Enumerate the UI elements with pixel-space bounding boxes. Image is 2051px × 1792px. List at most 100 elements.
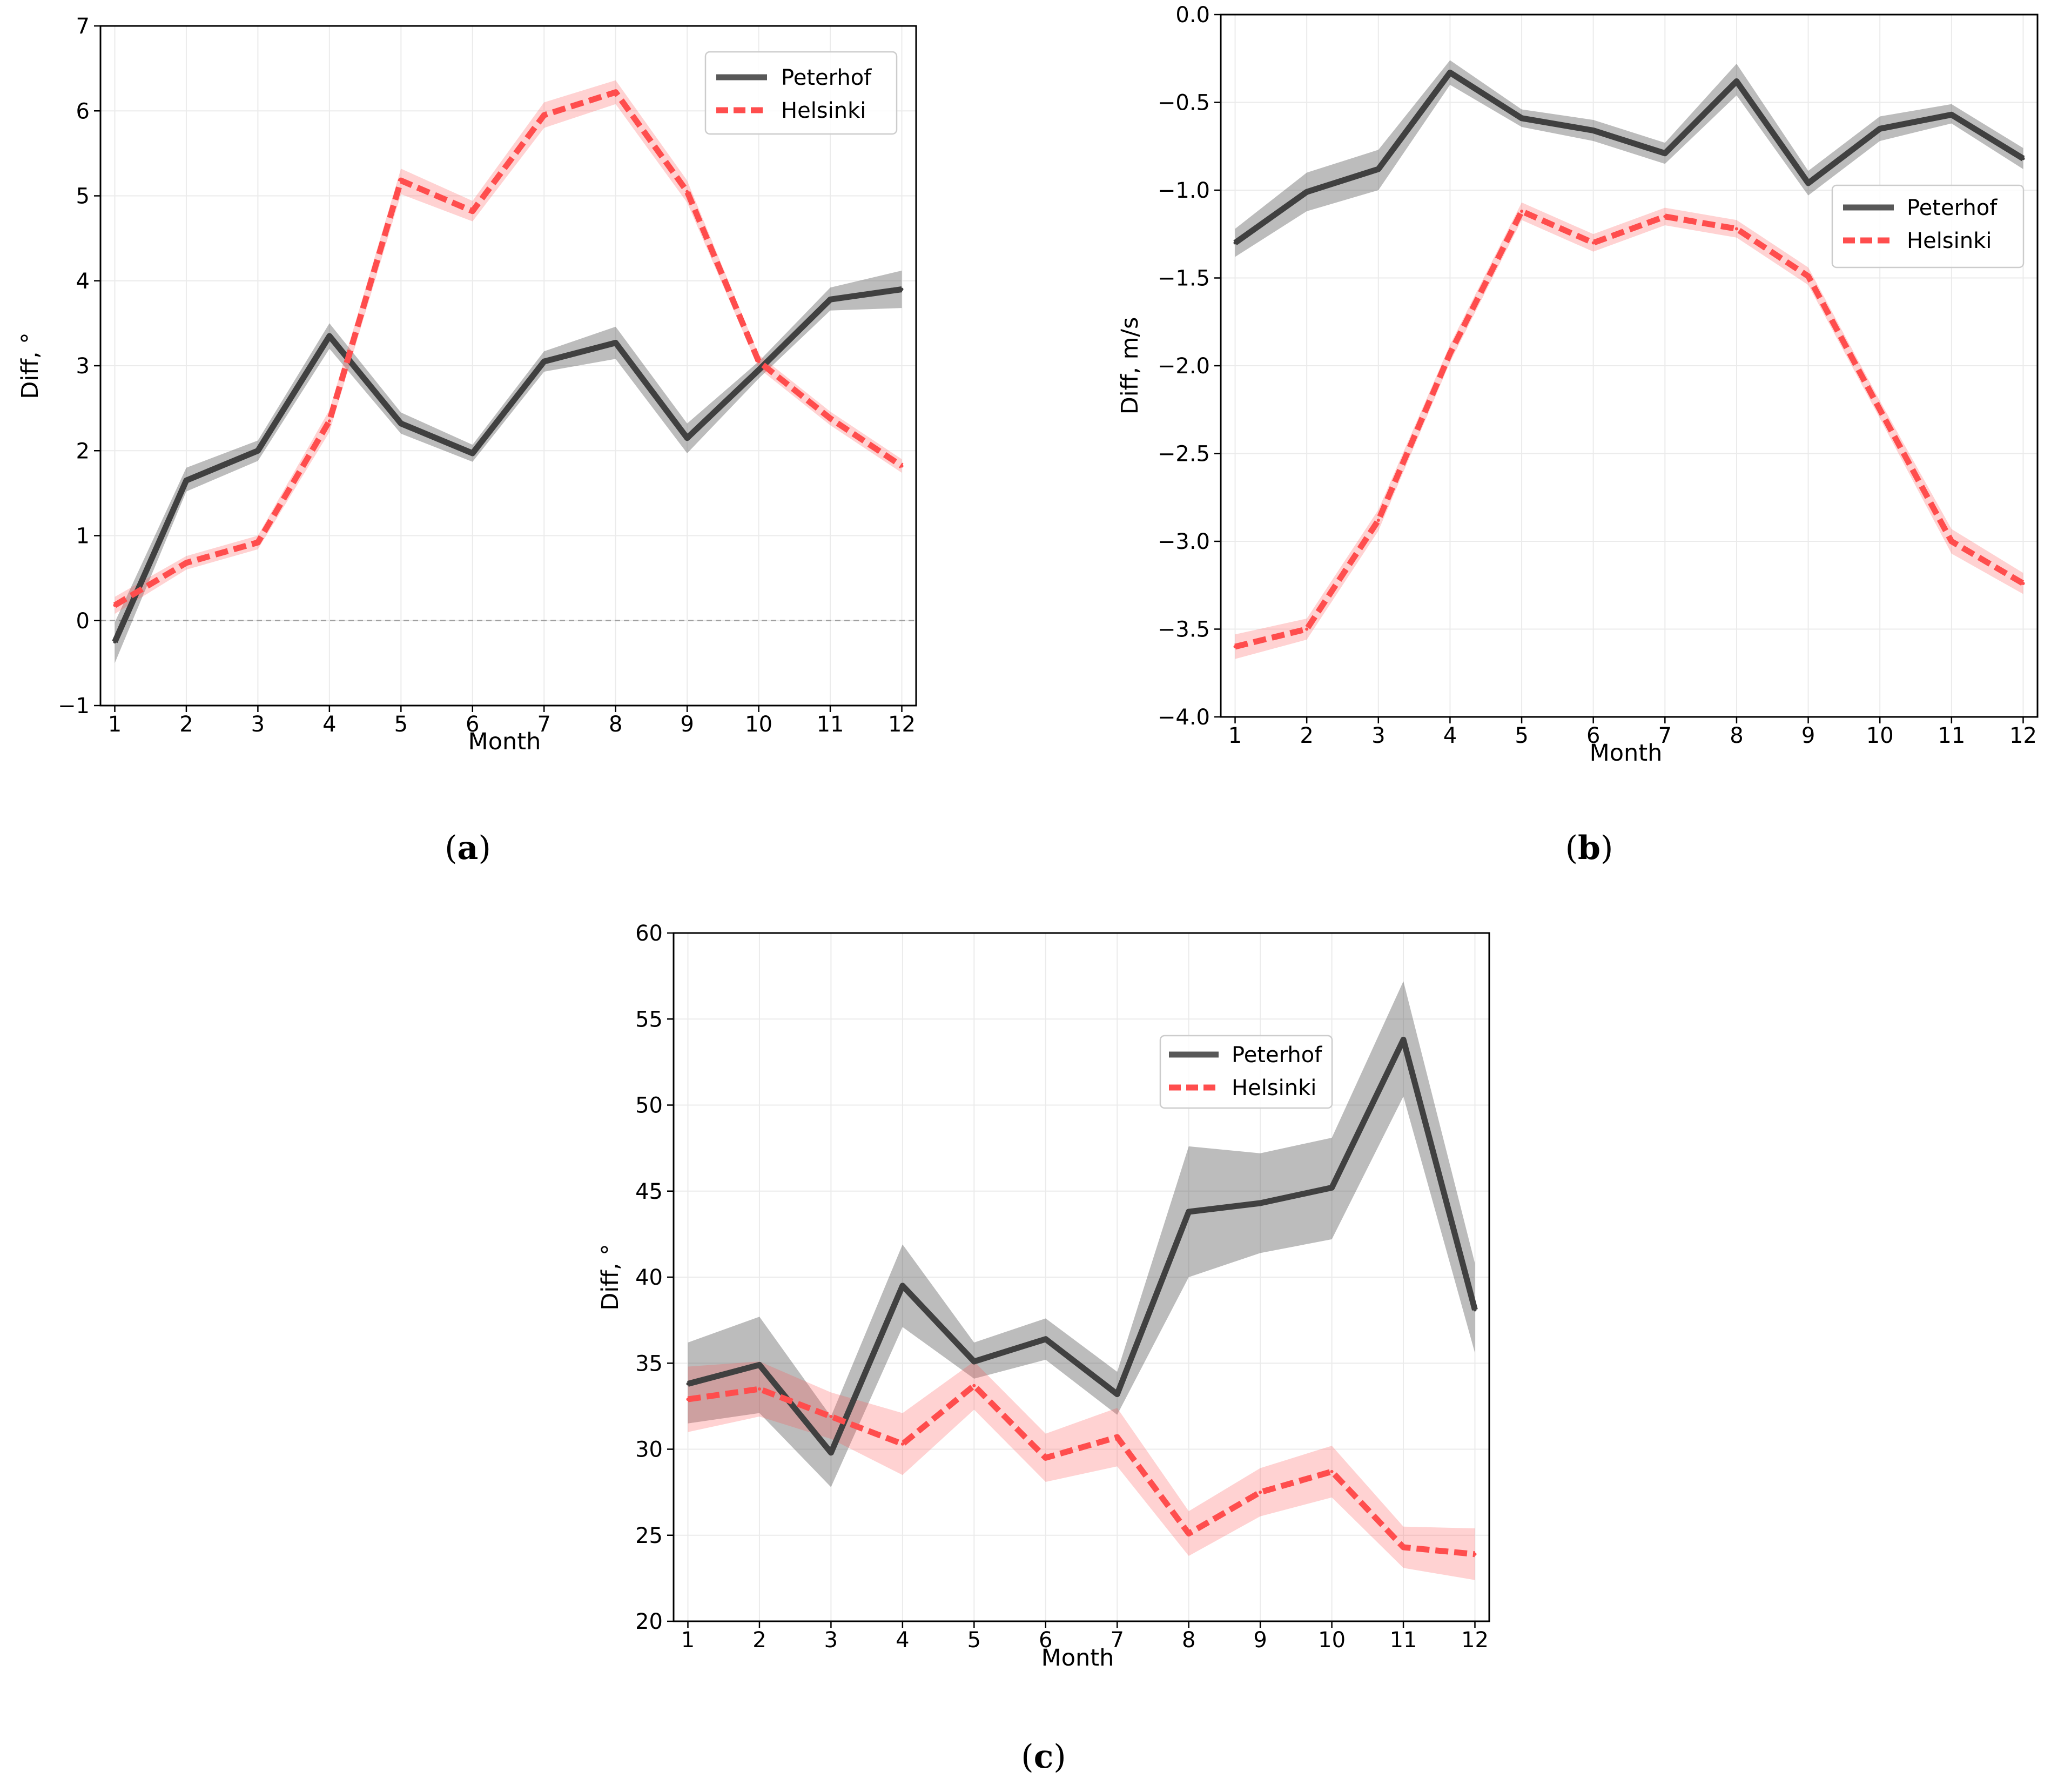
y-tick-label-c: 30 [635,1438,663,1462]
panel-caption-letter-c: c [1034,1738,1054,1776]
y-axis-label-b: Diff, m/s [1117,317,1144,415]
x-tick-label-a: 8 [609,712,622,737]
data-point-peterhof-b [1376,167,1380,171]
data-point-helsinki-b [1233,645,1237,648]
x-tick-label-a: 9 [680,712,694,737]
data-point-peterhof-a [256,449,260,453]
lines-c [686,1037,1478,1558]
data-point-peterhof-b [1949,113,1953,117]
x-tick-label-c: 1 [681,1628,695,1653]
confidence-band-peterhof-b [1235,60,2023,257]
data-point-peterhof-b [1233,241,1237,245]
panel-caption-c: (c) [1021,1738,1066,1776]
data-point-peterhof-c [1330,1186,1334,1190]
data-point-peterhof-b [2021,157,2025,160]
series-line-helsinki-c [687,1382,1476,1558]
x-tick-label-a: 10 [745,712,772,737]
x-tick-label-c: 6 [1039,1628,1052,1653]
data-point-helsinki-a [399,179,403,183]
x-tick-label-b: 7 [1658,723,1672,748]
y-tick-label-b: −3.0 [1158,529,1210,554]
x-tick-label-b: 2 [1300,723,1313,748]
data-point-peterhof-b [1591,129,1595,132]
x-tick-label-a: 3 [251,712,265,737]
confidence-band-helsinki-b [1235,202,2023,659]
x-tick-label-a: 11 [817,712,844,737]
data-point-peterhof-c [829,1451,833,1454]
data-point-peterhof-a [184,479,188,482]
y-tick-label-c: 45 [635,1179,663,1204]
data-point-helsinki-c [1115,1435,1119,1439]
data-point-peterhof-a [113,640,117,644]
x-tick-label-a: 1 [108,712,122,737]
x-axis-label-b: Month [1590,740,1663,767]
x-tick-label-b: 6 [1586,723,1600,748]
data-point-helsinki-b [2021,582,2025,585]
confidence-band-helsinki-a [115,80,902,614]
y-tick-label-c: 60 [635,921,663,946]
x-tick-label-b: 3 [1371,723,1385,748]
x-tick-label-c: 10 [1318,1628,1346,1653]
data-point-helsinki-a [829,417,832,420]
data-point-peterhof-b [1878,127,1882,131]
data-point-helsinki-a [327,419,331,423]
x-axis-label-a: Month [468,728,541,755]
data-point-peterhof-c [686,1382,690,1386]
y-tick-label-a: −1 [58,694,90,719]
chart-panel-b: 1 2 3 4 5 6 7 8 9 10 11 12−4.0−3.5−3.0−2.5−2.0−1.5−… [1117,3,2039,867]
data-point-peterhof-a [542,360,546,364]
data-point-helsinki-c [1259,1491,1262,1494]
data-point-peterhof-c [1402,1038,1406,1042]
lines-a [112,89,904,644]
x-tick-label-b: 1 [1228,723,1242,748]
x-tick-label-c: 8 [1182,1628,1195,1653]
y-tick-label-a: 6 [76,99,90,124]
data-point-peterhof-b [1806,182,1810,185]
legend-a: Peterhof Helsinki [704,51,898,135]
data-point-peterhof-b [1448,71,1452,75]
x-tick-label-b: 12 [2009,723,2037,748]
y-tick-label-b: −0.5 [1158,91,1210,116]
x-tick-label-a: 2 [179,712,193,737]
data-point-helsinki-b [1520,210,1524,213]
x-tick-label-b: 8 [1730,723,1743,748]
x-tick-label-b: 10 [1866,723,1894,748]
data-point-peterhof-a [757,368,761,372]
y-tick-label-b: −1.0 [1158,178,1210,203]
y-tick-label-a: 2 [76,439,90,464]
data-point-helsinki-a [470,209,474,213]
series-line-helsinki-a [113,89,904,608]
x-tick-label-c: 3 [824,1628,838,1653]
data-point-helsinki-a [113,603,117,607]
legend-label-helsinki-b: Helsinki [1907,229,1992,253]
data-point-helsinki-c [757,1387,761,1391]
data-point-peterhof-a [399,421,403,425]
data-point-helsinki-c [1044,1456,1047,1460]
x-tick-label-c: 7 [1111,1628,1124,1653]
data-point-peterhof-c [1473,1308,1477,1312]
y-tick-label-b: −2.5 [1158,442,1210,467]
y-tick-label-b: −2.0 [1158,354,1210,379]
y-tick-label-c: 50 [635,1093,663,1118]
data-point-peterhof-b [1663,151,1667,155]
data-point-peterhof-b [1520,116,1524,120]
data-point-helsinki-b [1376,519,1380,522]
data-point-helsinki-c [1187,1532,1191,1535]
x-tick-label-c: 11 [1390,1628,1417,1653]
data-point-helsinki-a [184,561,188,565]
y-tick-label-a: 7 [76,14,90,39]
data-point-helsinki-c [686,1398,690,1401]
panel-caption-letter-a: a [458,829,479,867]
x-tick-label-b: 11 [1938,723,1965,748]
data-point-helsinki-a [900,464,904,468]
x-tick-label-b: 5 [1515,723,1528,748]
y-tick-label-c: 55 [635,1007,663,1032]
y-tick-label-c: 25 [635,1523,663,1548]
data-point-helsinki-c [972,1384,976,1387]
data-point-peterhof-c [1187,1210,1191,1213]
y-tick-label-c: 35 [635,1351,663,1376]
series-line-helsinki-b [1234,208,2025,650]
